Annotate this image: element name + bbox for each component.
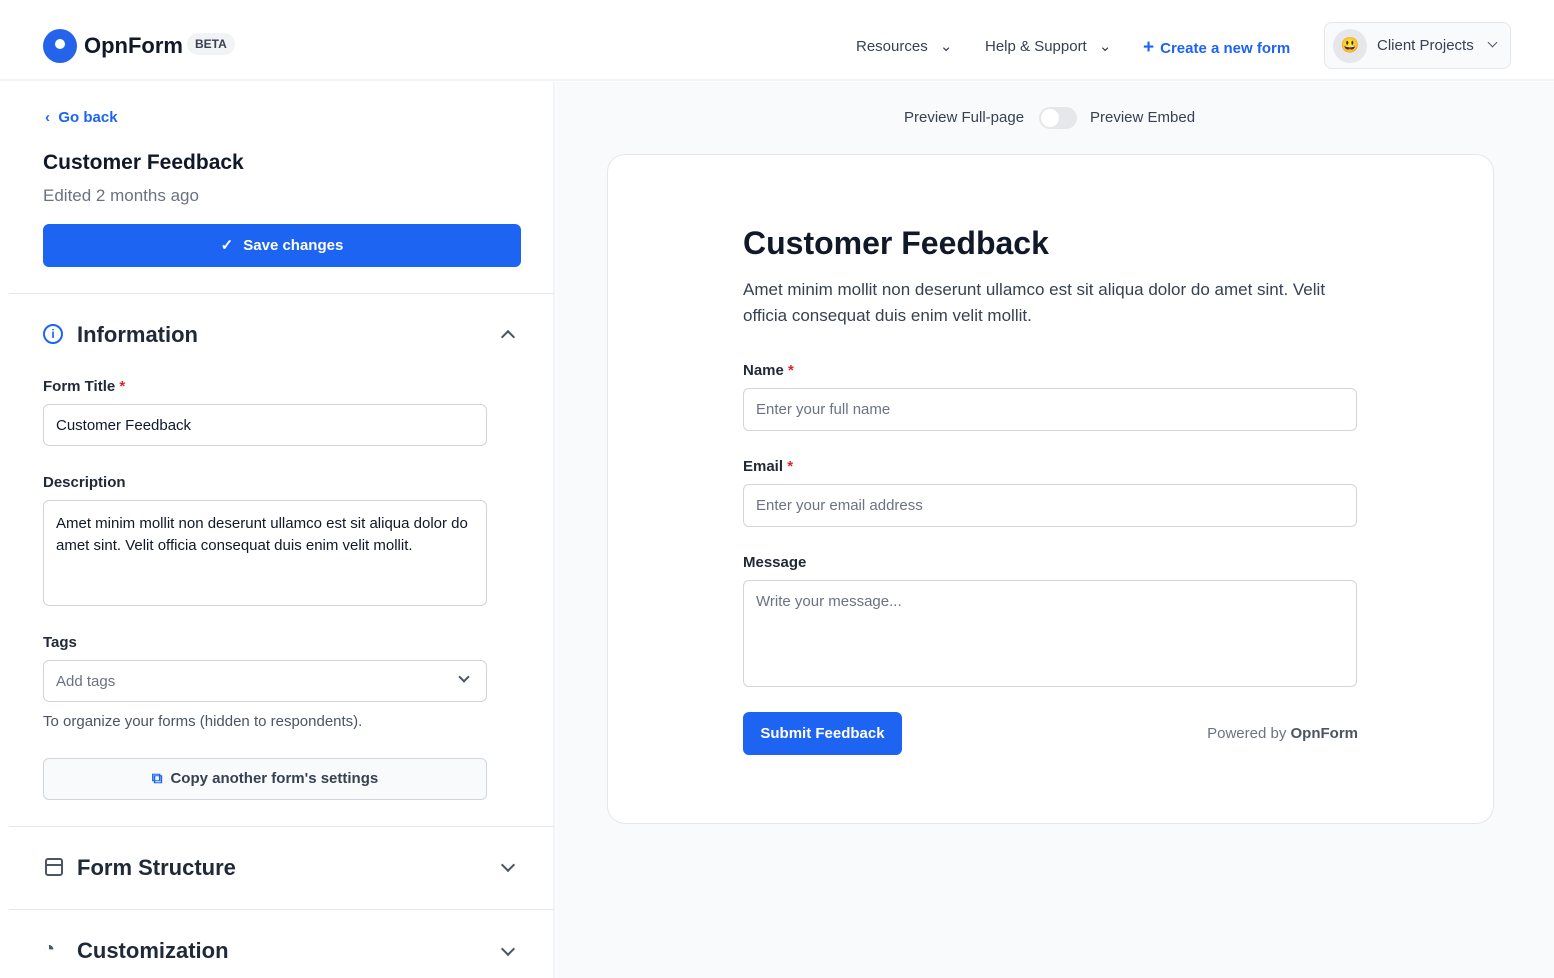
chevron-up-icon[interactable]	[500, 329, 516, 345]
tags-placeholder: Add tags	[56, 673, 116, 690]
check-icon: ✓	[220, 237, 234, 254]
information-section-title[interactable]: Information	[77, 322, 198, 347]
tags-select[interactable]: Add tags	[43, 660, 487, 702]
name-input[interactable]: Enter your full name	[743, 388, 1357, 431]
palette-icon: ◔	[43, 938, 56, 960]
chevron-down-icon[interactable]	[500, 941, 516, 957]
submit-feedback-button[interactable]: Submit Feedback	[743, 712, 902, 755]
info-icon: i	[43, 324, 63, 344]
plus-icon: +	[1143, 37, 1155, 58]
workspace-avatar: 😃	[1333, 29, 1367, 63]
save-label: Save changes	[243, 237, 344, 254]
chevron-down-icon: ⌄	[1098, 38, 1112, 55]
form-title-label: Form Title *	[43, 378, 126, 395]
opnform-logo-icon[interactable]	[43, 29, 77, 63]
brand-name[interactable]: OpnForm	[84, 33, 183, 58]
form-preview-card: Customer Feedback Amet minim mollit non …	[607, 154, 1494, 824]
create-form-link[interactable]: + Create a new form	[1143, 37, 1290, 59]
help-menu[interactable]: Help & Support ⌄	[985, 37, 1111, 55]
go-back-label: Go back	[58, 109, 118, 126]
help-label: Help & Support	[985, 38, 1087, 55]
description-label: Description	[43, 474, 126, 491]
preview-mode-toggle[interactable]	[1039, 107, 1077, 129]
chevron-down-icon	[458, 671, 470, 683]
form-structure-icon	[45, 858, 63, 876]
description-textarea[interactable]: Amet minim mollit non deserunt ullamco e…	[43, 500, 487, 606]
tags-help-text: To organize your forms (hidden to respon…	[43, 713, 363, 730]
preview-area: Preview Full-page Preview Embed Customer…	[556, 82, 1554, 978]
email-label: Email *	[743, 458, 794, 475]
powered-by[interactable]: Powered by OpnForm	[1207, 725, 1358, 742]
form-title-input[interactable]: Customer Feedback	[43, 404, 487, 446]
preview-description: Amet minim mollit non deserunt ullamco e…	[743, 280, 1326, 325]
resources-label: Resources	[856, 38, 928, 55]
top-nav: OpnForm BETA Resources ⌄ Help & Support …	[0, 0, 1554, 81]
form-structure-section-title[interactable]: Form Structure	[77, 855, 236, 880]
tags-label: Tags	[43, 634, 77, 651]
copy-settings-label: Copy another form's settings	[170, 770, 379, 787]
create-form-label: Create a new form	[1160, 40, 1291, 57]
chevron-down-icon: ⌄	[939, 38, 953, 55]
chevron-down-icon[interactable]	[500, 857, 516, 873]
preview-full-page-label[interactable]: Preview Full-page	[904, 109, 1025, 126]
preview-title: Customer Feedback	[743, 225, 1049, 261]
resources-menu[interactable]: Resources ⌄	[856, 37, 952, 55]
sidebar: ‹ Go back Customer Feedback Edited 2 mon…	[9, 82, 555, 978]
email-input[interactable]: Enter your email address	[743, 484, 1357, 527]
message-textarea[interactable]: Write your message...	[743, 580, 1357, 687]
message-label: Message	[743, 554, 807, 571]
copy-settings-button[interactable]: ⧉ Copy another form's settings	[43, 758, 487, 800]
edited-time: Edited 2 months ago	[43, 186, 199, 205]
workspace-selector[interactable]: 😃 Client Projects	[1324, 22, 1511, 69]
customization-section-title[interactable]: Customization	[77, 938, 229, 963]
save-changes-button[interactable]: ✓ Save changes	[43, 224, 521, 267]
copy-icon: ⧉	[151, 770, 163, 787]
preview-embed-label[interactable]: Preview Embed	[1090, 109, 1196, 126]
name-label: Name *	[743, 362, 794, 379]
form-name: Customer Feedback	[43, 151, 244, 174]
beta-badge: BETA	[187, 33, 235, 55]
go-back-link[interactable]: ‹ Go back	[45, 109, 118, 126]
chevron-down-icon	[1487, 37, 1498, 48]
workspace-name: Client Projects	[1377, 37, 1474, 54]
